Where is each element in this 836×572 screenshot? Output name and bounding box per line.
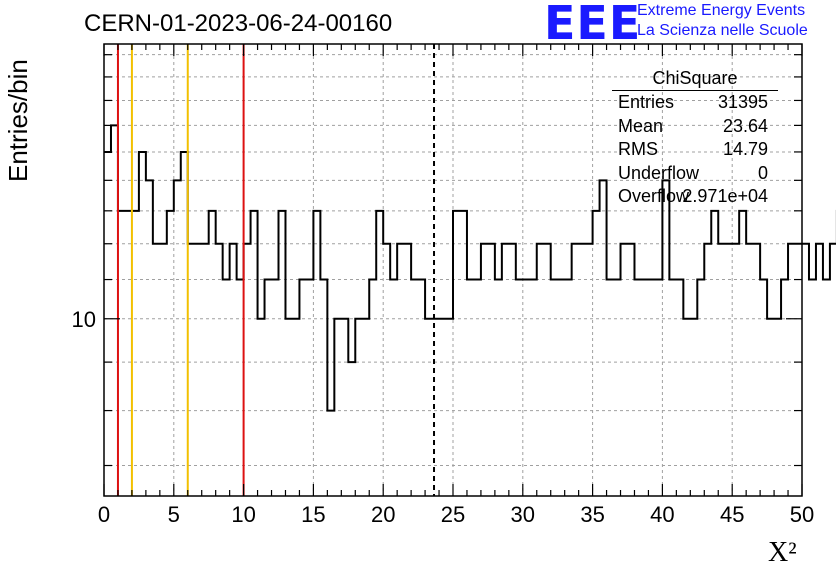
x-tick-label: 35 [580, 502, 604, 527]
stats-value: 23.64 [722, 115, 768, 136]
stats-box: ChiSquare Entries 31395 Mean 23.64 RMS 14.79 U… [612, 68, 778, 209]
stats-row: Underflow 0 [612, 162, 778, 186]
x-tick-label: 20 [371, 502, 395, 527]
stats-value: 2.971e+04 [682, 186, 768, 206]
x-tick-label: 25 [441, 502, 465, 527]
stats-key: Underflow [618, 162, 700, 183]
logo-line2: La Scienza nelle Scuole [637, 22, 808, 39]
stats-key: Entries [618, 92, 675, 112]
stats-row: Overflow 2.971e+04 [612, 185, 778, 209]
stats-key: RMS [618, 139, 658, 159]
stats-row: RMS 14.79 [612, 138, 778, 162]
x-axis-label: X² [768, 537, 797, 568]
stats-key: Overflow [618, 186, 690, 206]
x-tick-label: 30 [511, 502, 535, 527]
y-tick-label: 10 [72, 307, 96, 332]
stats-value: 31395 [717, 92, 768, 112]
plot-title: CERN-01-2023-06-24-00160 [84, 10, 393, 37]
histogram-series [104, 124, 836, 412]
logo-eee-text: EEE [544, 0, 642, 50]
stats-title: ChiSquare [612, 68, 778, 91]
stats-value: 0 [757, 162, 768, 183]
x-tick-label: 10 [231, 502, 255, 527]
x-tick-label: 0 [98, 502, 110, 527]
stats-row: Entries 31395 [612, 91, 778, 115]
stats-row: Mean 23.64 [612, 115, 778, 139]
x-tick-label: 15 [301, 502, 325, 527]
stats-rows: Entries 31395 Mean 23.64 RMS 14.79 Underflow 0 O… [612, 91, 778, 209]
stats-key: Mean [618, 115, 664, 136]
stats-value: 14.79 [722, 139, 768, 159]
logo-line1: Extreme Energy Events [637, 2, 806, 19]
x-tick-label: 5 [168, 502, 180, 527]
x-tick-label: 40 [650, 502, 674, 527]
x-tick-label: 50 [790, 502, 814, 527]
x-tick-label: 45 [720, 502, 744, 527]
